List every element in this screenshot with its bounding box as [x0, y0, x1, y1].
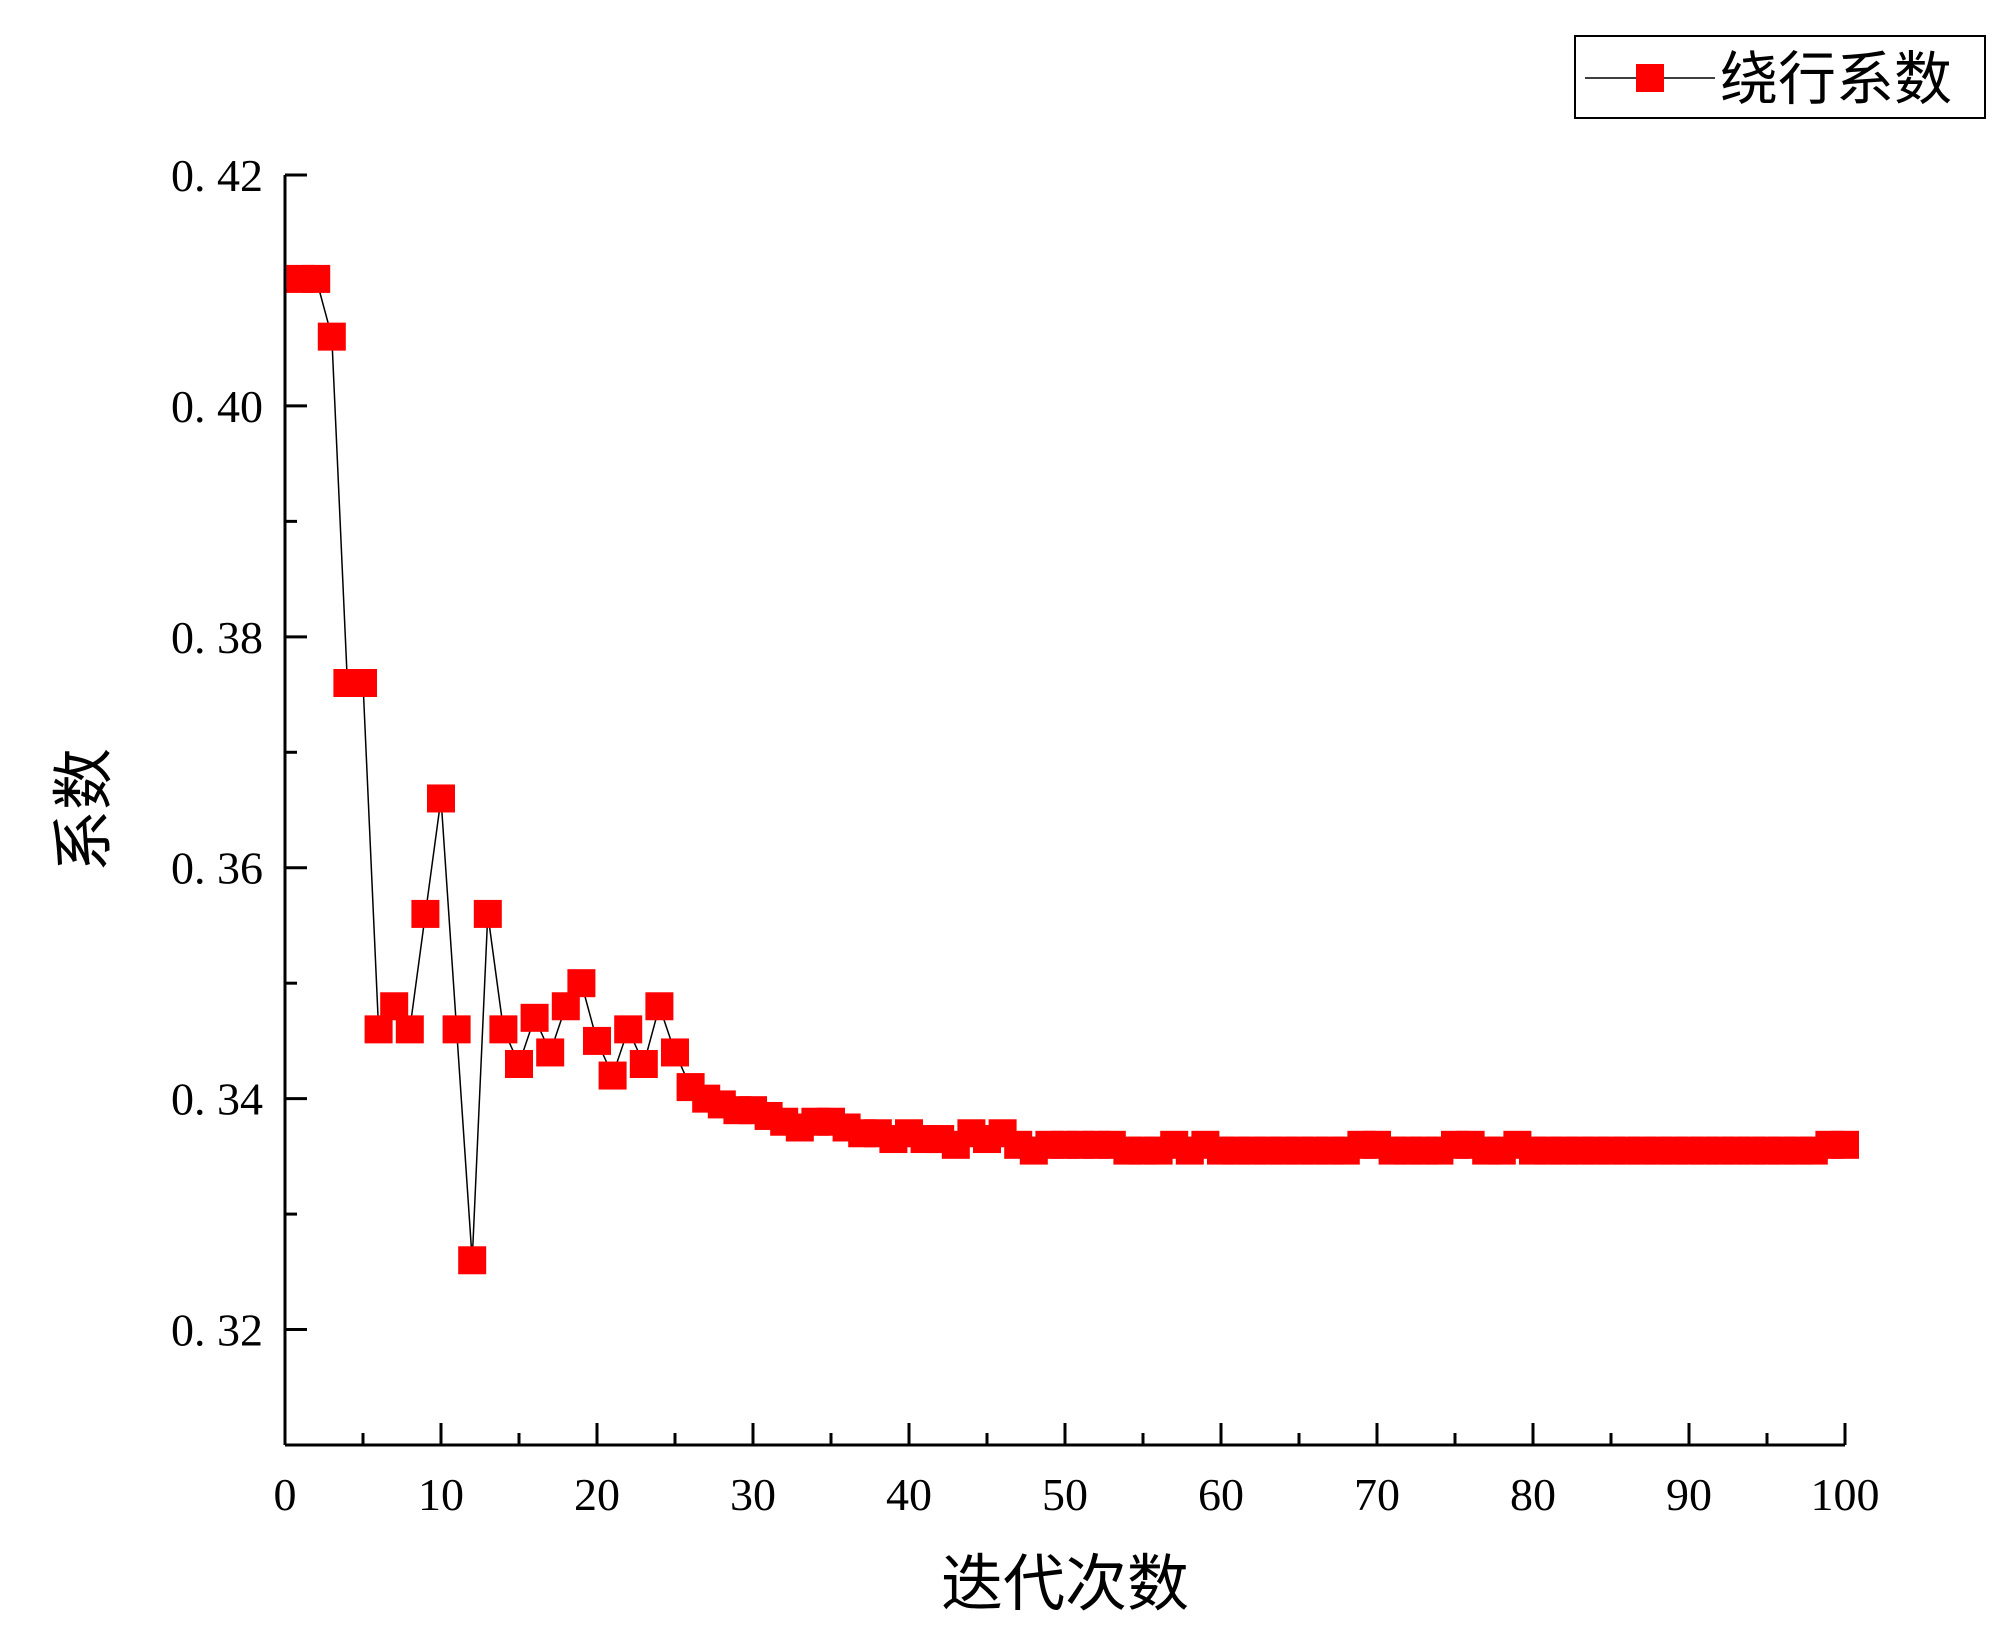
data-point	[505, 1050, 533, 1078]
x-tick-label: 30	[730, 1469, 776, 1520]
legend-marker	[1636, 64, 1664, 92]
data-point	[395, 1015, 424, 1044]
x-tick-label: 10	[418, 1469, 464, 1520]
data-point	[583, 1026, 611, 1055]
data-point	[411, 899, 440, 928]
data-point	[1831, 1130, 1859, 1159]
y-tick-label: 0. 34	[171, 1074, 263, 1125]
y-tick-label: 0. 40	[171, 381, 263, 432]
y-tick-label: 0. 42	[171, 150, 263, 201]
data-point	[598, 1061, 627, 1090]
axes: 0 10 20 30 40 50 60 70 80 90 100 0. 32 0. 34 0. 36 0. …	[171, 150, 1880, 1520]
data-point	[442, 1015, 471, 1044]
y-axis-title: 系数	[47, 748, 120, 872]
data-point	[349, 669, 377, 697]
data-point	[302, 264, 331, 293]
data-point	[473, 899, 502, 928]
data-point	[645, 992, 674, 1021]
data-point	[427, 784, 455, 813]
data-point	[629, 1050, 658, 1078]
data-point	[317, 322, 346, 351]
x-tick-label: 50	[1042, 1469, 1088, 1520]
y-tick-label: 0. 36	[171, 843, 263, 894]
x-tick-label: 60	[1198, 1469, 1244, 1520]
x-axis-title: 迭代次数	[941, 1547, 1189, 1620]
x-tick-label: 80	[1510, 1469, 1556, 1520]
x-tick-label: 40	[886, 1469, 932, 1520]
data-point	[567, 969, 596, 998]
series-line	[300, 278, 1845, 1261]
y-tick-label: 0. 38	[171, 612, 263, 663]
data-point	[614, 1015, 643, 1044]
x-tick-label: 0	[274, 1469, 297, 1520]
axis-labels: 迭代次数 系数	[47, 748, 1189, 1620]
x-tick-label: 100	[1811, 1469, 1880, 1520]
data-point	[458, 1246, 487, 1275]
legend: 绕行系数	[1574, 35, 1986, 119]
plot-area	[286, 264, 1859, 1275]
data-point	[661, 1038, 689, 1067]
legend-label: 绕行系数	[1720, 45, 1952, 113]
y-tick-label: 0. 32	[171, 1305, 263, 1356]
data-point	[489, 1015, 518, 1044]
data-point	[520, 1003, 549, 1032]
x-tick-label: 70	[1354, 1469, 1400, 1520]
data-point	[536, 1038, 565, 1067]
x-tick-label: 90	[1666, 1469, 1712, 1520]
x-tick-label: 20	[574, 1469, 620, 1520]
